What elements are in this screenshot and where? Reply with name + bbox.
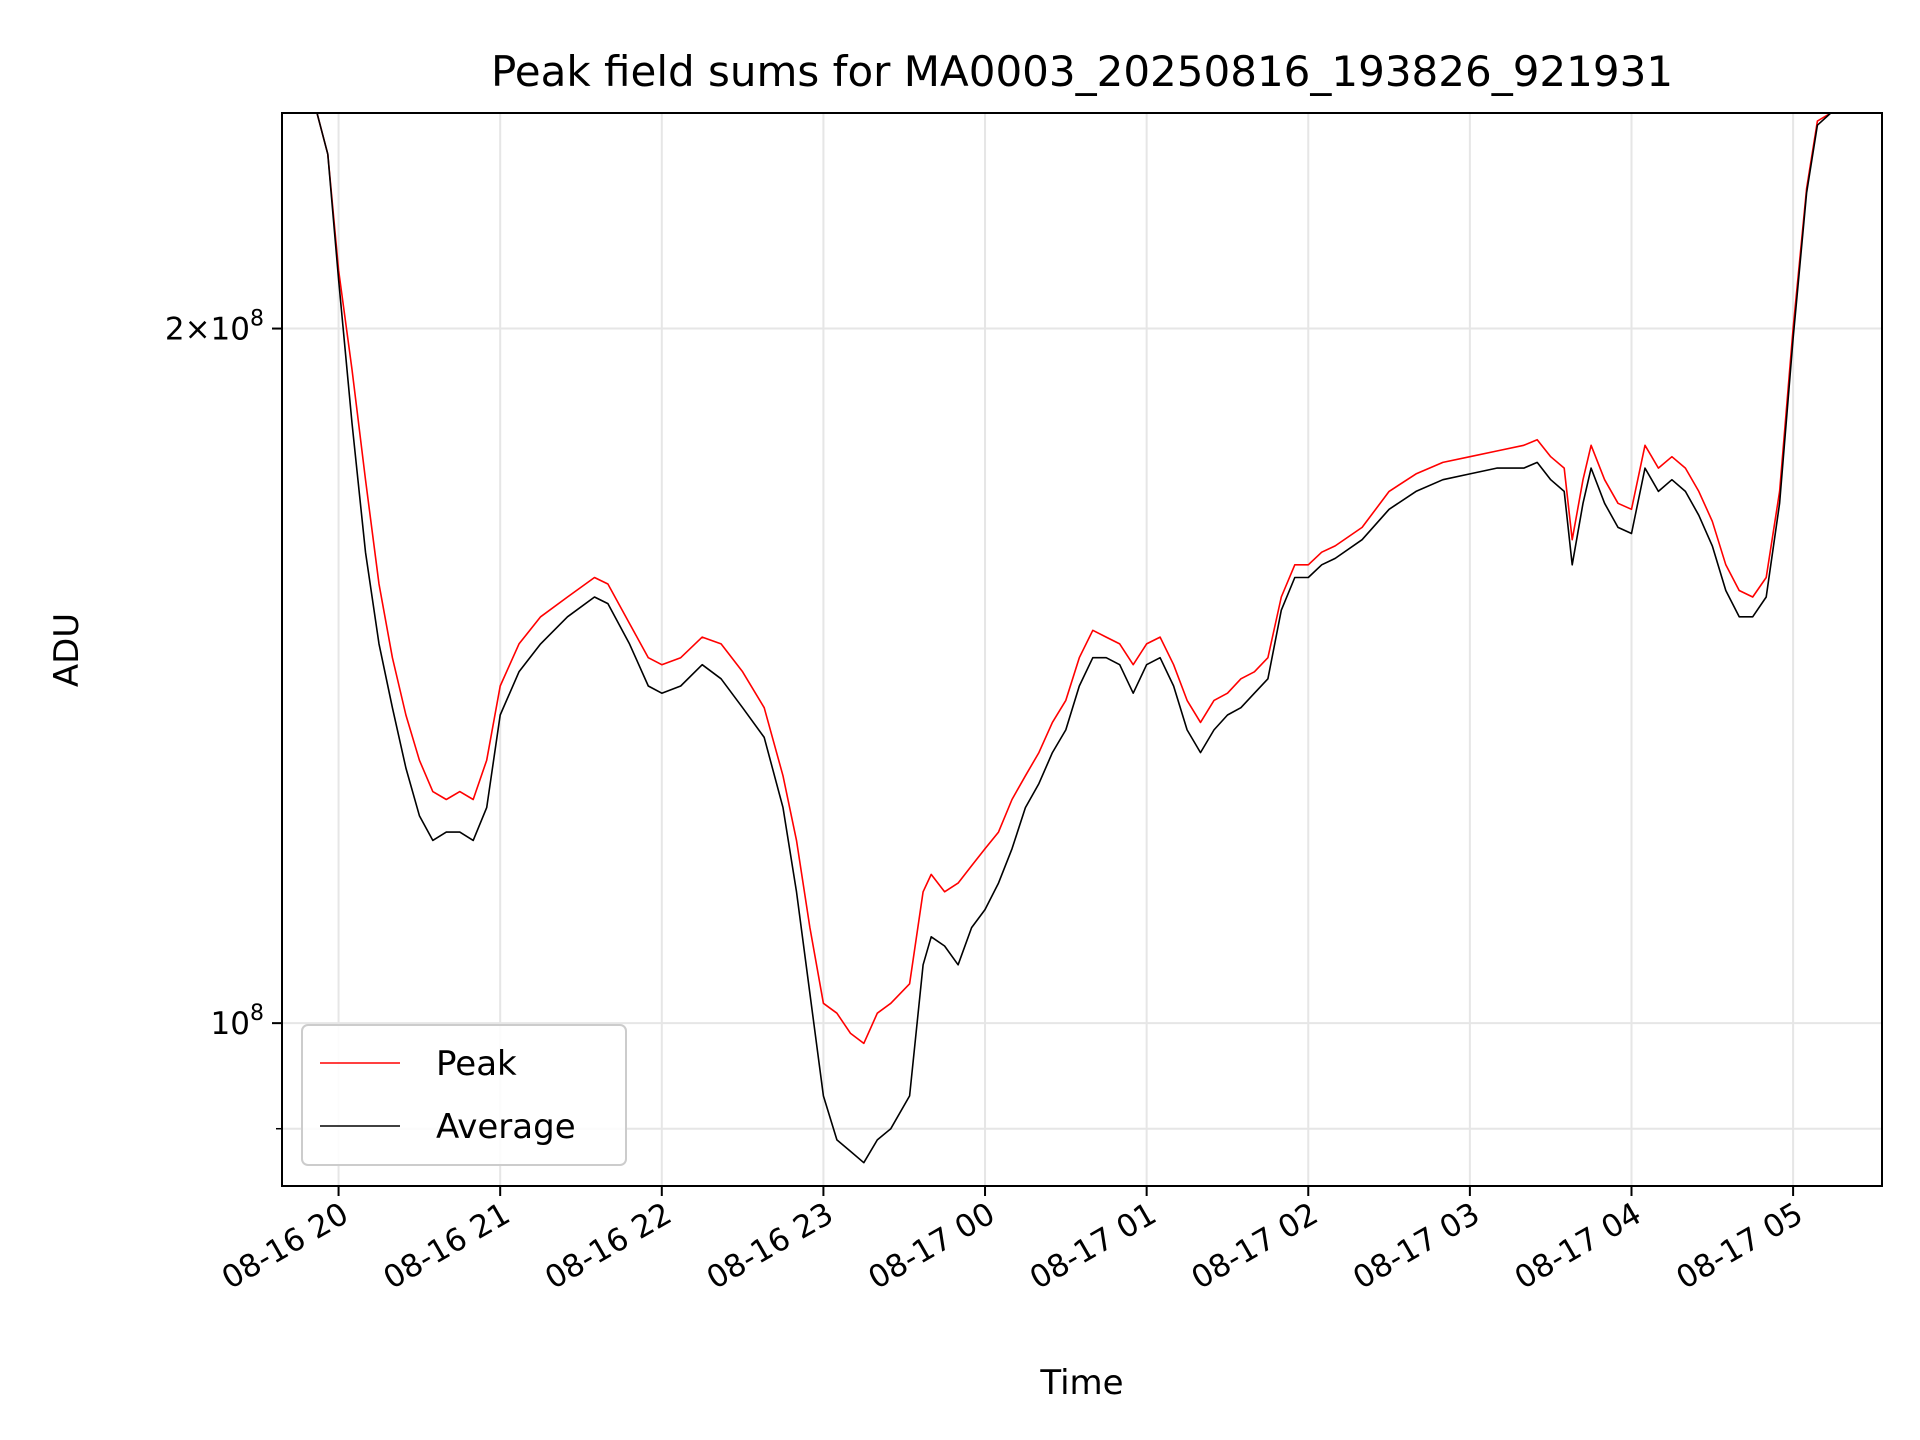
chart-title: Peak field sums for MA0003_20250816_1938… [491,47,1673,96]
grid [282,113,1882,1186]
series-line-peak [282,112,1882,1045]
legend-label-average: Average [436,1107,576,1147]
plot-frame [281,112,1883,1187]
y-tick-label: 108 [211,1001,264,1042]
legend: Peak Average [301,1024,627,1166]
y-tick-base: 10 [211,1006,250,1042]
y-tick-multiplier: 2× [165,312,211,348]
legend-label-peak: Peak [436,1044,517,1084]
y-tick-exponent: 8 [250,1001,264,1026]
series [282,112,1882,1164]
y-tick-base: 10 [211,312,250,348]
x-axis-label: Time [1039,1363,1123,1403]
series-line-average [282,112,1882,1164]
y-axis-label: ADU [47,613,87,687]
legend-box [301,1024,627,1166]
y-tick-label: 2×108 [165,307,264,348]
y-tick-exponent: 8 [250,307,264,332]
